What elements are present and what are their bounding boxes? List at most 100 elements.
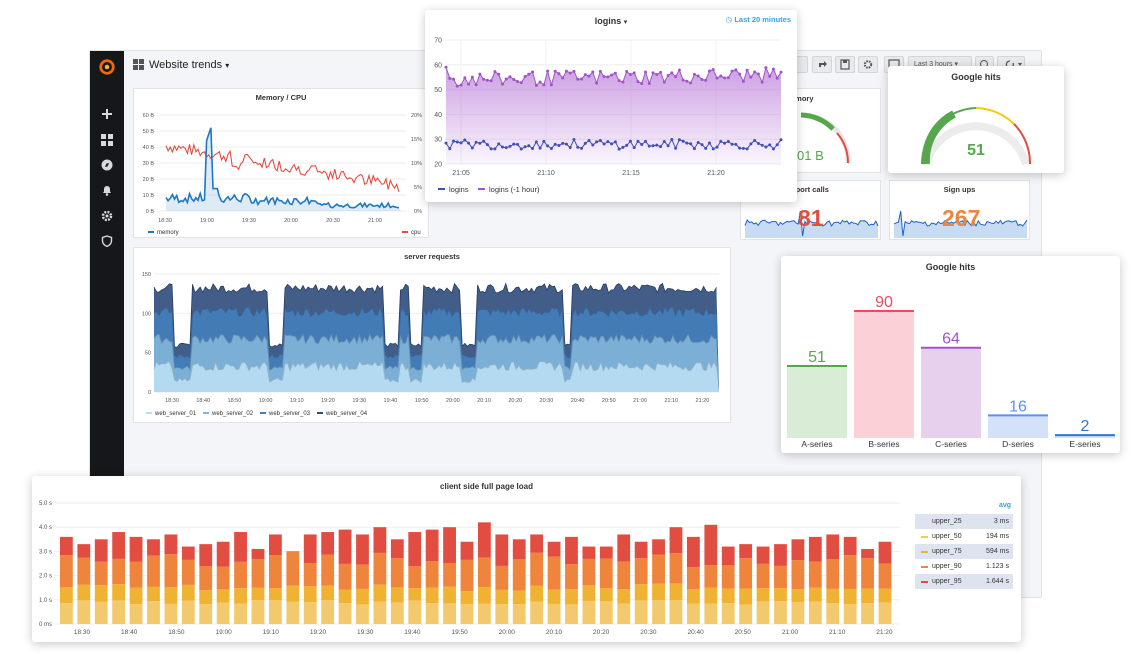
bar-segment-upper_75 xyxy=(739,588,753,605)
logins-prev-point xyxy=(628,73,632,77)
bar-segment-upper_95 xyxy=(199,544,213,567)
logins-prev-point xyxy=(485,78,489,82)
google-hits-bar-panel[interactable]: Google hits 51 A-series 90 B-series 64 C-seri… xyxy=(781,256,1120,453)
logins-chart: 70 60 50 40 30 20 21:05 21:10 21:15 21:20 logins lo… xyxy=(434,38,783,194)
bar-segment-upper_50 xyxy=(512,604,526,624)
x-tick-label: 21:10 xyxy=(664,398,678,404)
bar-segment-upper_75 xyxy=(408,588,422,601)
page-load-panel[interactable]: client side full page load 5.0 s 4.0 s 3.0… xyxy=(32,476,1021,642)
dashboards-icon[interactable] xyxy=(99,132,115,148)
legend-row-upper_75[interactable]: upper_75 594 ms xyxy=(915,544,1013,559)
series-line-web_server_02 xyxy=(153,333,717,371)
logins-point xyxy=(771,147,775,151)
logins-prev-point xyxy=(677,68,681,72)
bar-segment-upper_95 xyxy=(408,532,422,567)
logins-point xyxy=(655,143,659,147)
legend-row-upper_90[interactable]: upper_90 1.123 s xyxy=(915,559,1013,574)
bar-segment-upper_95 xyxy=(181,546,195,560)
logins-prev-point xyxy=(587,74,591,78)
bar-segment-upper_95 xyxy=(878,541,892,564)
logins-point xyxy=(621,145,625,149)
logins-point xyxy=(606,140,610,144)
bar-segment-upper_50 xyxy=(669,600,683,624)
bar-segment-upper_95 xyxy=(704,524,718,566)
x-tick-label: 19:30 xyxy=(242,218,256,224)
legend-name: upper_95 xyxy=(932,578,962,585)
logins-prev-point xyxy=(640,82,644,86)
legend-swatch xyxy=(921,535,928,538)
logins-prev-point xyxy=(553,69,557,73)
legend-name: upper_25 xyxy=(932,518,962,525)
logins-prev-point xyxy=(527,72,531,76)
logins-prev-point xyxy=(489,79,493,83)
google-hits-gauge-panel[interactable]: Google hits 51 xyxy=(888,66,1064,173)
bar-segment-upper_50 xyxy=(652,600,665,624)
logins-point xyxy=(738,146,742,150)
logins-panel[interactable]: logins ▾ ◷ Last 20 minutes 70 60 50 40 30 20 2… xyxy=(425,10,797,202)
y-tick-label: 60 B xyxy=(143,113,155,119)
x-tick-label: 20:00 xyxy=(499,629,516,636)
share-button[interactable] xyxy=(812,56,832,73)
support-calls-panel[interactable]: pport calls 81 xyxy=(740,180,881,240)
save-button[interactable] xyxy=(835,56,855,73)
bar-segment-upper_50 xyxy=(216,602,230,624)
category-label: D-series xyxy=(1002,439,1034,449)
logins-point xyxy=(504,146,508,150)
sign-ups-value: 267 xyxy=(942,205,981,231)
dashboard-title[interactable]: Website trends ▾ xyxy=(149,59,230,71)
logins-prev-point xyxy=(625,70,629,74)
logins-point xyxy=(493,147,497,151)
bar-segment-upper_95 xyxy=(808,536,822,562)
logins-prev-point xyxy=(531,70,535,74)
bell-icon[interactable] xyxy=(99,182,115,198)
bar-segment-upper_90 xyxy=(704,565,718,588)
logins-prev-point xyxy=(636,80,640,84)
legend-header: avg xyxy=(998,502,1011,509)
logins-prev-point xyxy=(723,76,727,80)
memory-cpu-panel[interactable]: Memory / CPU 60 B 50 B 40 B 30 B 20 B 10 B 0 B… xyxy=(133,88,429,238)
bar-segment-upper_75 xyxy=(338,589,352,604)
legend-swatch xyxy=(921,550,928,553)
bar-segment-upper_75 xyxy=(582,585,596,601)
plus-icon[interactable] xyxy=(99,106,115,122)
shield-icon[interactable] xyxy=(99,233,115,249)
logins-prev-point xyxy=(730,69,734,73)
logins-prev-point xyxy=(662,80,666,84)
legend-row-upper_50[interactable]: upper_50 194 ms xyxy=(915,529,1013,544)
bar-segment-upper_75 xyxy=(425,587,439,604)
y2-tick-label: 15% xyxy=(411,137,422,143)
support-calls-sparkline xyxy=(744,210,879,238)
logins-point xyxy=(617,147,621,151)
bar-segment-upper_95 xyxy=(321,532,335,555)
panel-title[interactable]: logins ▾ xyxy=(594,16,628,26)
bar-segment-upper_95 xyxy=(617,534,631,562)
x-tick-label: 19:50 xyxy=(451,629,468,636)
gear-icon[interactable] xyxy=(99,208,115,224)
memory-series-area xyxy=(166,127,401,211)
sparkline-line xyxy=(744,210,879,237)
logins-prev-point xyxy=(617,79,621,83)
bar-segment-upper_95 xyxy=(791,539,805,561)
explore-icon[interactable] xyxy=(99,157,115,173)
bar-segment-upper_75 xyxy=(356,588,369,605)
bar-segment-upper_75 xyxy=(164,587,178,604)
logins-point xyxy=(723,141,727,145)
legend-row-upper_25[interactable]: upper_25 3 ms xyxy=(915,514,1013,529)
sign-ups-panel[interactable]: Sign ups 267 xyxy=(889,180,1030,240)
bar-segment-upper_50 xyxy=(634,600,648,624)
logins-prev-point xyxy=(467,82,471,86)
bar-segment-upper_90 xyxy=(443,562,456,587)
dashboard-grid-icon xyxy=(133,59,144,70)
logins-prev-point xyxy=(685,79,689,83)
legend-row-upper_95[interactable]: upper_95 1.644 s xyxy=(915,574,1013,589)
x-tick-label: 21:00 xyxy=(368,218,382,224)
grafana-logo-icon[interactable] xyxy=(97,57,117,77)
server-requests-panel[interactable]: server requests 150 100 50 0 18:30 18:40 18:50… xyxy=(133,247,731,423)
bar-segment-upper_95 xyxy=(77,544,91,558)
settings-button[interactable] xyxy=(858,56,878,73)
logins-prev-point xyxy=(756,72,760,76)
logins-prev-point xyxy=(610,73,614,77)
logins-prev-point xyxy=(768,74,772,78)
x-tick-label: 19:20 xyxy=(321,398,335,404)
bar-segment-upper_50 xyxy=(373,601,387,624)
